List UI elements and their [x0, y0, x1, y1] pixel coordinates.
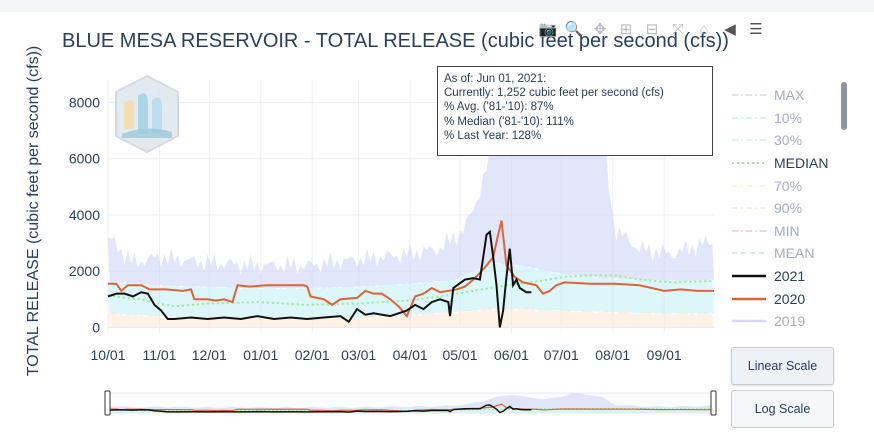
legend-item-30pct[interactable]: 30% — [730, 129, 840, 152]
legend-label: 2019 — [774, 313, 806, 328]
legend-item-70pct[interactable]: 70% — [730, 174, 840, 197]
legend-label: 2020 — [774, 290, 806, 307]
legend: MAX 10% 30% MEDIAN 70% 90% MIN MEAN 2021 2020 2019 — [730, 84, 840, 328]
zoom-icon[interactable]: 🔍 — [564, 21, 584, 38]
legend-item-max[interactable]: MAX — [730, 84, 840, 107]
legend-label: 10% — [774, 109, 803, 126]
legend-swatch-icon — [732, 116, 766, 119]
camera-icon[interactable]: 📷 — [538, 21, 558, 38]
legend-item-mean[interactable]: MEAN — [730, 242, 840, 265]
legend-item-10pct[interactable]: 10% — [730, 107, 840, 130]
x-tick-label: 12/01 — [192, 347, 227, 363]
legend-swatch-icon — [732, 184, 766, 187]
y-tick-label: 0 — [92, 319, 100, 335]
range-2020-line — [108, 403, 714, 413]
legend-swatch-icon — [732, 139, 766, 142]
zoom-in-icon[interactable]: ⊞ — [619, 21, 633, 38]
y-tick-label: 2000 — [69, 263, 100, 279]
legend-item-2019[interactable]: 2019 — [730, 310, 840, 328]
legend-swatch-icon — [732, 162, 766, 165]
legend-item-2020[interactable]: 2020 — [730, 287, 840, 310]
zoom-out-icon[interactable]: ⊟ — [645, 21, 659, 38]
x-tick-label: 03/01 — [341, 347, 376, 363]
legend-label: 2021 — [774, 268, 806, 285]
y-axis-label: TOTAL RELEASE (cubic feet per second (cf… — [25, 46, 42, 377]
legend-swatch-icon — [732, 319, 766, 323]
legend-item-min[interactable]: MIN — [730, 220, 840, 243]
y-tick-label: 4000 — [69, 207, 100, 223]
legend-swatch-icon — [732, 252, 766, 255]
legend-label: 90% — [774, 200, 803, 217]
x-tick-label: 07/01 — [544, 347, 579, 363]
legend-item-90pct[interactable]: 90% — [730, 197, 840, 220]
legend-label: MIN — [774, 222, 800, 239]
legend-item-2021[interactable]: 2021 — [730, 265, 840, 288]
range-2021-line — [107, 404, 532, 414]
x-tick-label: 05/01 — [442, 347, 477, 363]
series-2020-line — [108, 220, 714, 319]
tooltip-avg: % Avg. ('81-'10): 87% — [444, 101, 554, 114]
percentile-band — [108, 261, 714, 318]
x-tick-label: 01/01 — [243, 347, 278, 363]
legend-label: MEAN — [774, 245, 815, 262]
compare-icon[interactable]: ☰ — [749, 21, 763, 38]
y-tick-label: 8000 — [69, 94, 100, 110]
range-handle-right[interactable] — [710, 390, 717, 416]
range-max-band — [108, 393, 714, 410]
x-tick-label: 08/01 — [595, 347, 630, 363]
tooltip-last-year: % Last Year: 128% — [444, 129, 542, 142]
legend-swatch-icon — [732, 229, 766, 232]
pan-icon[interactable]: ✥ — [593, 21, 607, 38]
tooltip-current: Currently: 1,252 cubic feet per second (… — [444, 87, 664, 100]
legend-scrollbar[interactable] — [841, 82, 847, 130]
top-strip — [0, 0, 874, 12]
reset-axes-icon[interactable]: ⌂ — [699, 21, 709, 38]
x-tick-label: 11/01 — [142, 347, 176, 363]
series-2021-line — [107, 229, 532, 328]
legend-item-median[interactable]: MEDIAN — [730, 152, 840, 175]
legend-swatch-icon — [732, 274, 766, 278]
legend-label: MAX — [774, 87, 805, 104]
hover-tooltip: As of: Jun 01, 2021: Currently: 1,252 cu… — [437, 66, 713, 156]
x-tick-label: 02/01 — [295, 347, 330, 363]
legend-swatch-icon — [732, 207, 766, 210]
tooltip-median: % Median ('81-'10): 111% — [444, 115, 574, 128]
legend-label: 70% — [774, 177, 803, 194]
agency-logo-watermark — [112, 74, 182, 154]
legend-label: MEDIAN — [774, 155, 829, 172]
autoscale-icon[interactable]: ⤧ — [671, 21, 684, 38]
tooltip-date: As of: Jun 01, 2021: — [444, 73, 547, 85]
y-tick-label: 6000 — [69, 151, 100, 167]
low-band — [108, 306, 714, 328]
spike-lines-icon[interactable]: ◀ — [724, 21, 736, 38]
legend-swatch-icon — [732, 297, 766, 300]
modebar: 📷 🔍 ✥ ⊞ ⊟ ⤧ ⌂ ◀ ☰ — [538, 20, 766, 40]
x-tick-label: 10/01 — [90, 347, 125, 363]
legend-swatch-icon — [732, 94, 766, 97]
legend-label: 30% — [774, 132, 803, 149]
log-scale-button[interactable]: Log Scale — [731, 390, 834, 428]
chart-title: BLUE MESA RESERVOIR - TOTAL RELEASE (cub… — [62, 30, 729, 52]
range-handle-left[interactable] — [104, 390, 111, 416]
x-tick-label: 04/01 — [393, 347, 428, 363]
x-tick-label: 06/01 — [494, 347, 529, 363]
x-tick-label: 09/01 — [647, 347, 682, 363]
linear-scale-button[interactable]: Linear Scale — [731, 347, 834, 385]
